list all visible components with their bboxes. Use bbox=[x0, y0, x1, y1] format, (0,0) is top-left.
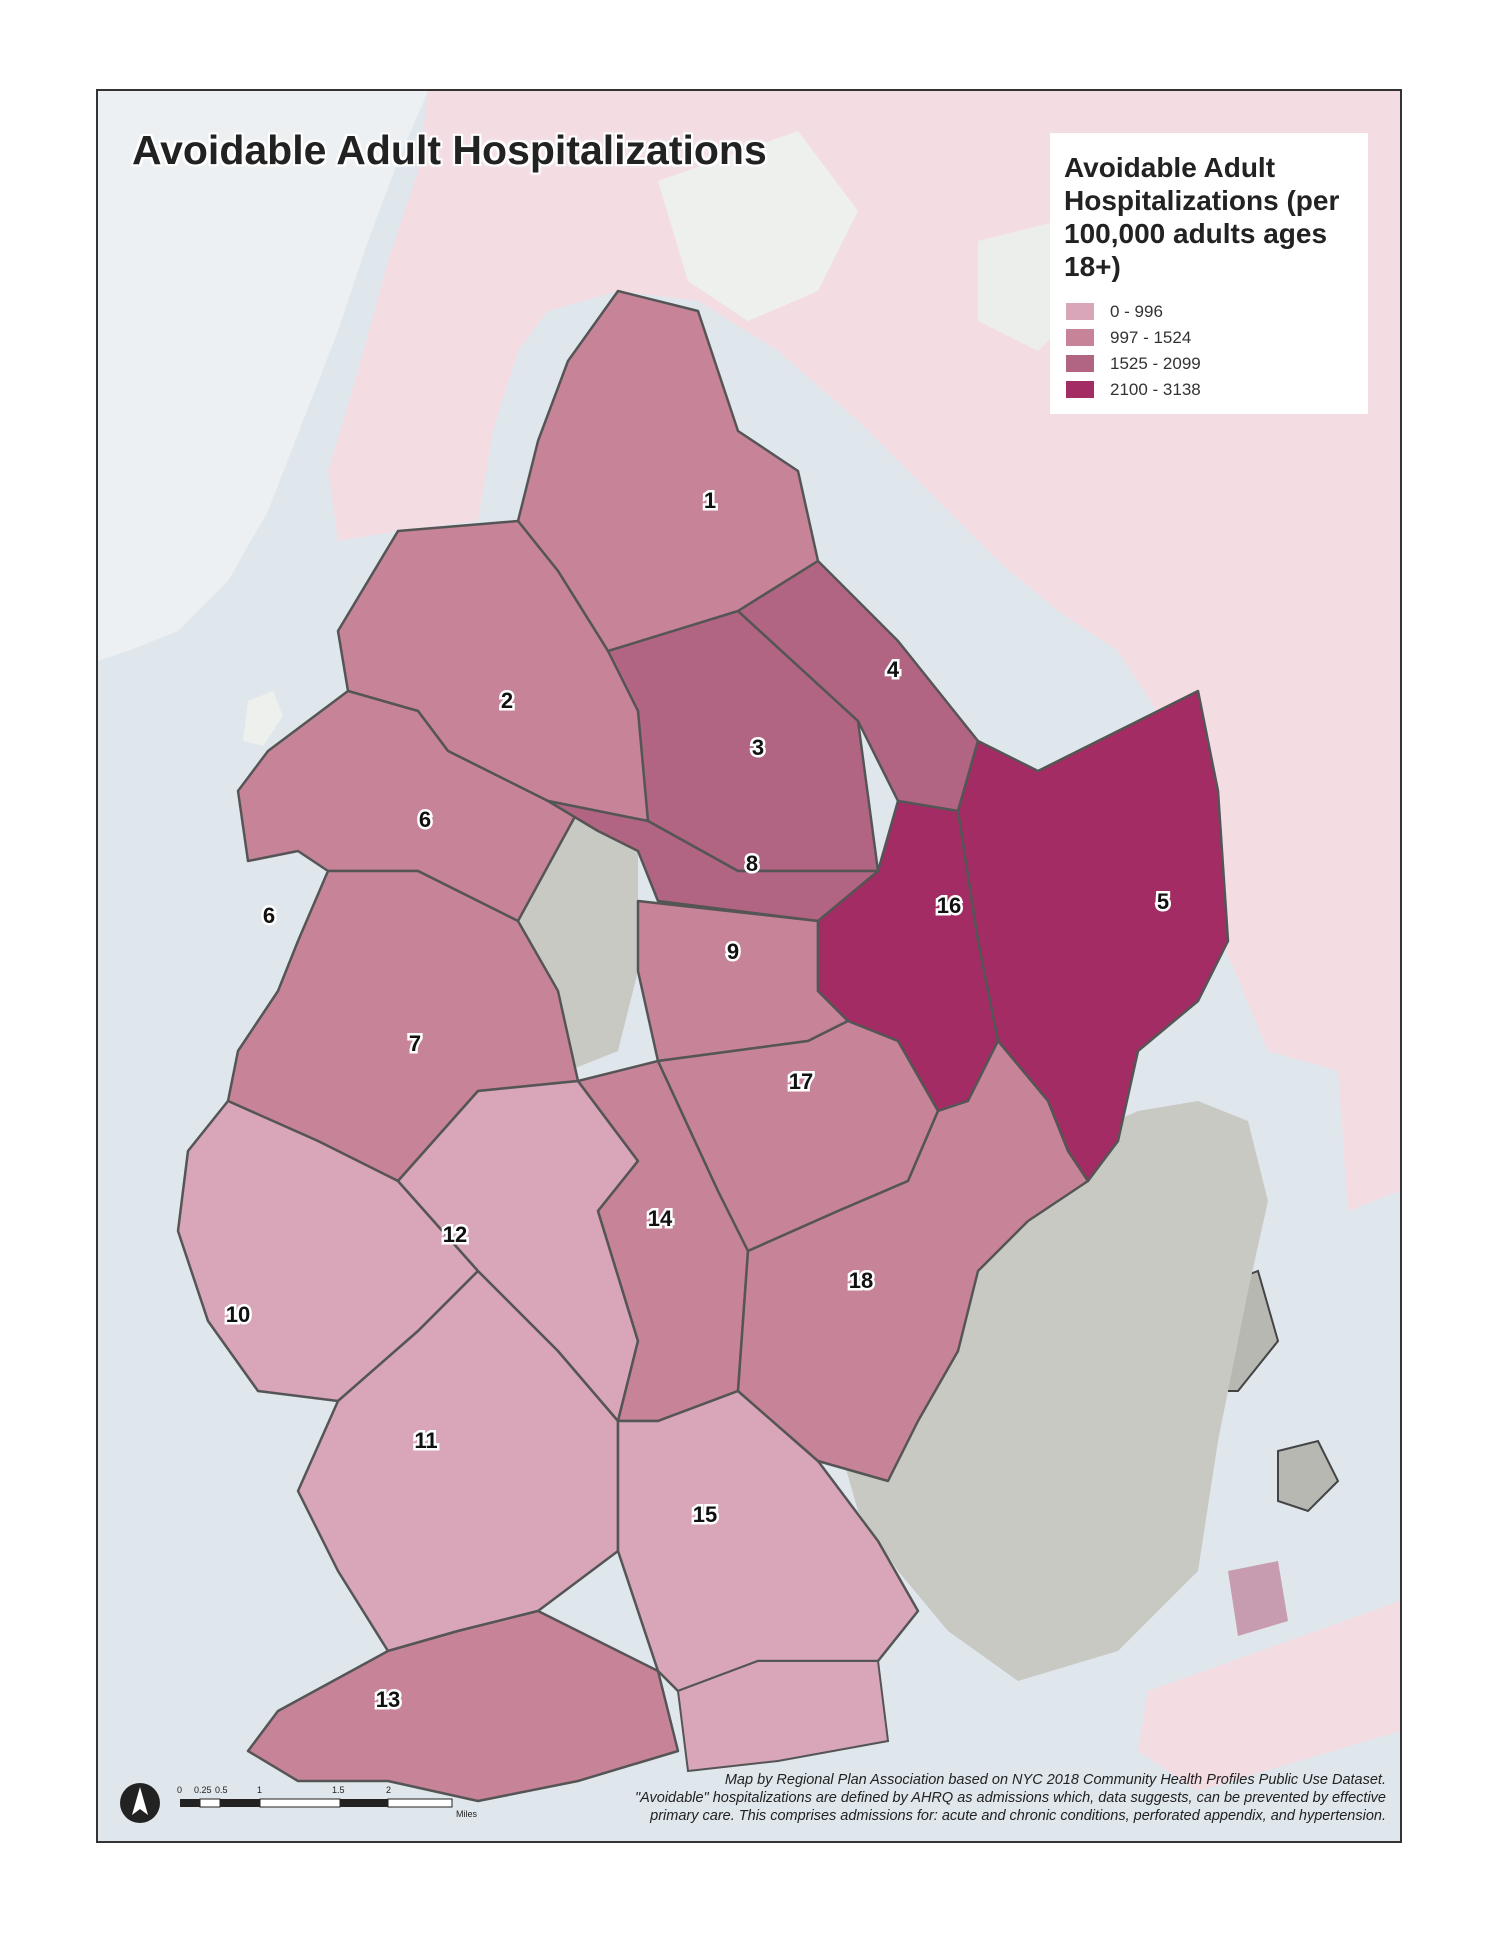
district-label-4: 4 bbox=[887, 657, 900, 682]
district-label-11: 11 bbox=[414, 1428, 437, 1453]
scale-tick-0: 0 bbox=[177, 1785, 183, 1795]
jamaica-bay-island-2 bbox=[1277, 1439, 1340, 1513]
manhattan-land bbox=[98, 91, 428, 661]
district-label-9: 9 bbox=[727, 939, 739, 964]
queens-park-light bbox=[658, 131, 858, 321]
governors-island bbox=[243, 691, 283, 746]
credits-line-2: "Avoidable" hospitalizations are defined… bbox=[634, 1790, 1386, 1806]
legend-label-3: 1525 - 2099 bbox=[1110, 354, 1201, 373]
jamaica-bay-island-3 bbox=[1228, 1561, 1288, 1636]
legend-swatch-3 bbox=[1066, 355, 1094, 372]
scale-bar: 0 0.25 0.5 1 1.5 2 Miles bbox=[118, 1767, 498, 1827]
district-label-2: 2 bbox=[501, 688, 513, 713]
district-label-1: 1 bbox=[704, 488, 716, 513]
district-label-12: 12 bbox=[443, 1222, 467, 1247]
legend-label-4: 2100 - 3138 bbox=[1110, 380, 1201, 399]
legend: Avoidable Adult Hospitalizations (per 10… bbox=[1050, 133, 1368, 414]
scale-unit: Miles bbox=[456, 1809, 478, 1819]
district-label-16: 16 bbox=[937, 893, 961, 918]
rockaway-land bbox=[1138, 1601, 1400, 1791]
legend-swatch-2 bbox=[1066, 329, 1094, 346]
map-title: Avoidable Adult Hospitalizations bbox=[132, 127, 767, 173]
credits-line-1: Map by Regional Plan Association based o… bbox=[724, 1772, 1386, 1788]
district-label-17: 17 bbox=[789, 1069, 813, 1094]
north-arrow-pointer-icon bbox=[132, 1787, 148, 1815]
scale-tick-3: 1 bbox=[257, 1785, 263, 1795]
district-label-15: 15 bbox=[693, 1502, 717, 1527]
district-label-3: 3 bbox=[752, 735, 764, 760]
scale-tick-5: 2 bbox=[386, 1785, 392, 1795]
district-label-5: 5 bbox=[1157, 889, 1169, 914]
district-label-8: 8 bbox=[746, 851, 758, 876]
district-label-6: 6 bbox=[419, 807, 431, 832]
district-15[interactable] bbox=[616, 1389, 920, 1693]
scale-bar-graphic bbox=[120, 1783, 453, 1823]
legend-swatch-4 bbox=[1066, 381, 1094, 398]
scale-tick-1: 0.25 bbox=[194, 1785, 212, 1795]
district-18[interactable] bbox=[736, 1039, 1090, 1483]
legend-title: Avoidable Adult Hospitalizations (per 10… bbox=[1064, 152, 1340, 282]
district-label-13: 13 bbox=[376, 1687, 400, 1712]
credits-line-3: primary care. This comprises admissions … bbox=[650, 1808, 1386, 1824]
district-15-strip bbox=[676, 1660, 890, 1773]
legend-label-2: 997 - 1524 bbox=[1110, 328, 1192, 347]
map-frame: 1 2 3 4 5 6 6 7 8 9 10 11 12 13 14 15 16… bbox=[96, 89, 1402, 1843]
district-label-18: 18 bbox=[849, 1268, 873, 1293]
map-credits: Map by Regional Plan Association based o… bbox=[486, 1771, 1386, 1825]
district-label-10: 10 bbox=[226, 1302, 250, 1327]
district-label-7: 7 bbox=[409, 1031, 421, 1056]
district-label-14: 14 bbox=[648, 1206, 673, 1231]
scale-tick-4: 1.5 bbox=[332, 1785, 345, 1795]
scale-tick-2: 0.5 bbox=[215, 1785, 228, 1795]
legend-swatch-1 bbox=[1066, 303, 1094, 320]
district-13[interactable] bbox=[246, 1609, 680, 1803]
legend-label-1: 0 - 996 bbox=[1110, 302, 1163, 321]
district-label-6b: 6 bbox=[263, 903, 275, 928]
district-labels: 1 2 3 4 5 6 6 7 8 9 10 11 12 13 14 15 16… bbox=[223, 486, 1171, 1715]
